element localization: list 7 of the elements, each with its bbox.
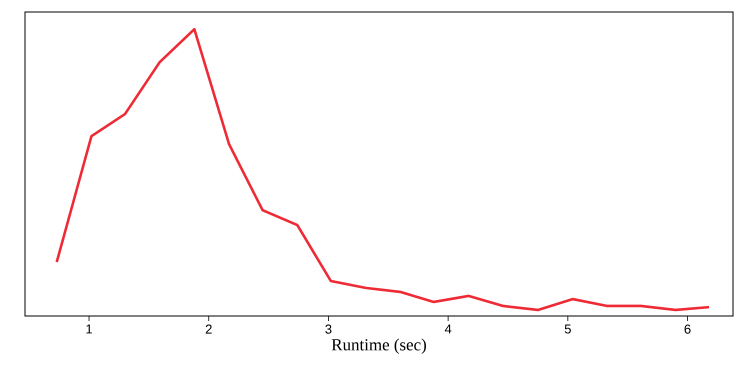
x-axis-title: Runtime (sec) (332, 338, 426, 354)
x-tick-label: 5 (564, 324, 571, 334)
x-tick-label: 1 (86, 324, 92, 334)
x-tick-label: 2 (206, 324, 212, 334)
x-tick-label: 4 (444, 324, 452, 334)
x-tick-label: 6 (684, 324, 691, 334)
x-tick-label: 3 (325, 324, 332, 334)
